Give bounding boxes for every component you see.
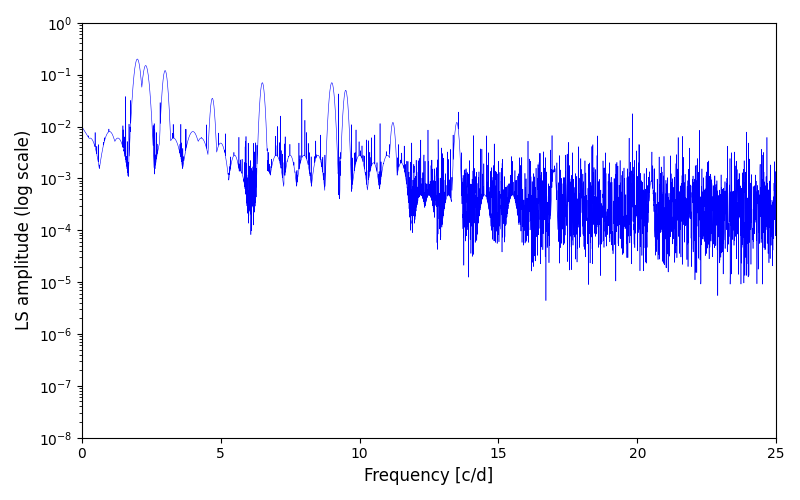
Y-axis label: LS amplitude (log scale): LS amplitude (log scale)	[15, 130, 33, 330]
X-axis label: Frequency [c/d]: Frequency [c/d]	[364, 467, 494, 485]
